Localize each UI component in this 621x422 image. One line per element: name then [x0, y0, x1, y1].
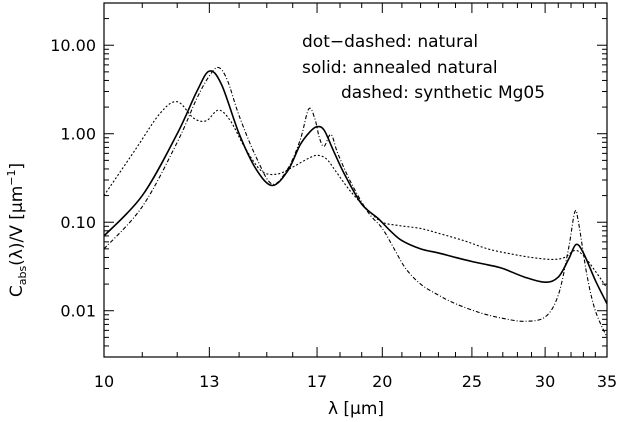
y-label-sup: −1	[5, 169, 18, 185]
legend-natural: dot−dashed: natural	[302, 32, 478, 52]
series-layer	[104, 66, 607, 338]
x-tick-label: 25	[462, 372, 482, 391]
plot-frame	[103, 2, 608, 358]
legend-synthetic-mg05: dashed: synthetic Mg05	[341, 83, 545, 103]
x-tick-label: 17	[307, 372, 327, 391]
ticks-layer: 10 13 17 20 25 30 35 0.01 0.10 1.00 10.00	[50, 2, 617, 391]
x-tick-label: 35	[597, 372, 617, 391]
y-label-mid: (λ)/V [μm	[7, 186, 27, 266]
y-tick-label: 0.01	[60, 302, 96, 321]
y-tick-label: 10.00	[50, 36, 96, 55]
legend-annealed-natural: solid: annealed natural	[302, 58, 498, 78]
y-label-sub: abs	[16, 266, 29, 286]
x-tick-label: 10	[94, 372, 114, 391]
y-label-end: ]	[7, 163, 27, 170]
y-axis-label: Cabs(λ)/V [μm−1]	[5, 163, 29, 297]
y-label-main: C	[7, 285, 27, 297]
series-natural-line	[104, 66, 607, 338]
x-tick-label: 20	[372, 372, 392, 391]
x-tick-label: 13	[199, 372, 219, 391]
y-tick-label: 0.10	[60, 213, 96, 232]
x-tick-label: 30	[535, 372, 555, 391]
y-tick-label: 1.00	[60, 125, 96, 144]
legend-annotations: dot−dashed: natural solid: annealed natu…	[302, 32, 545, 103]
series-annealed-natural-line	[104, 70, 607, 305]
x-axis-label: λ [μm]	[328, 399, 384, 419]
series-synthetic-mg05-line	[104, 101, 607, 289]
